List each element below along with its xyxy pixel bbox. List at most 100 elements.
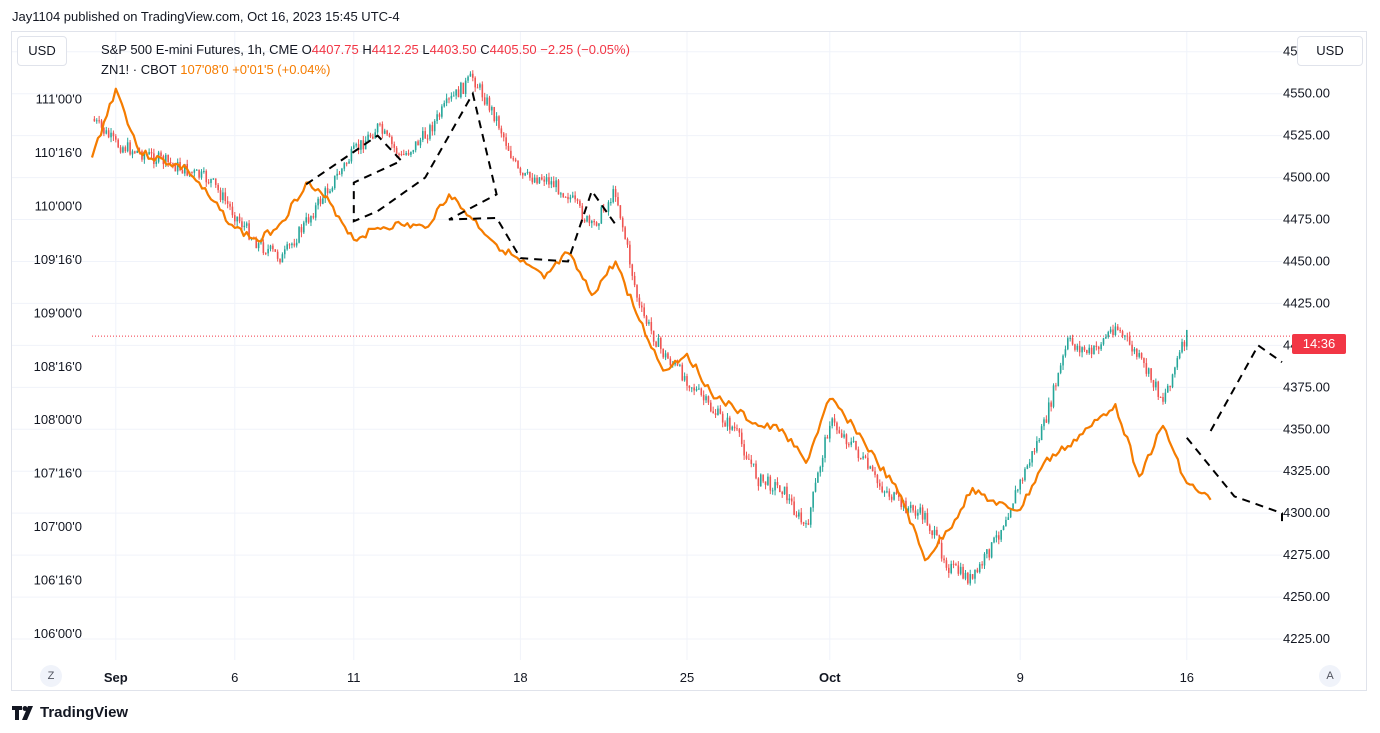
candle-body [1183,341,1186,347]
candle-body [864,456,867,458]
candle-body [153,153,155,165]
candle-body [886,491,888,493]
candle-body [650,322,653,331]
candle-body [974,569,976,579]
candle-body [986,549,988,554]
candle-body [781,492,783,495]
candle-body [333,175,336,189]
candle-body [1014,490,1017,504]
candle-body [136,150,139,153]
candle-body [619,205,622,219]
tradingview-logo-text: TradingView [40,704,129,721]
left-axis-tick-label: 109'00'0 [34,305,82,320]
candle-body [195,169,198,171]
candle-body [172,163,174,165]
candle-body [486,97,488,105]
candle-body [562,193,565,197]
right-axis-tick-label: 4525.00 [1283,128,1330,143]
candle-body [264,253,267,255]
main-series-legend[interactable]: S&P 500 E-mini Futures, 1h, CME O4407.75… [101,42,630,57]
left-axis-tick-label: 107'00'0 [34,519,82,534]
candle-body [238,216,241,222]
candle-body [176,162,179,172]
candle-body [636,285,638,298]
candle-body [843,434,845,438]
candle-body [395,147,398,154]
candle-body [976,569,979,573]
candle-body [1105,336,1107,339]
candle-body [1036,441,1038,452]
low-label: L [422,42,430,57]
candle-body [795,514,798,517]
candle-body [357,144,360,150]
candle-body [631,264,634,276]
candle-body [1102,338,1105,345]
candle-body [193,170,196,173]
candle-body [207,182,210,184]
candle-body [443,103,446,107]
candle-body [200,171,203,178]
candle-body [917,512,919,516]
candle-body [909,505,912,509]
candle-body [338,173,341,175]
candle-body [481,84,484,98]
right-axis-tick-label: 4275.00 [1283,547,1330,562]
candle-body [124,147,127,152]
candle-body [714,413,717,415]
candle-body [412,150,415,152]
candle-body [1100,344,1102,350]
left-currency-button[interactable]: USD [17,36,67,66]
candle-body [524,173,526,176]
candle-body [624,227,626,239]
left-axis-tick-label: 108'00'0 [34,412,82,427]
candle-body [1114,326,1117,335]
candle-body [786,486,788,501]
candle-body [1000,530,1002,540]
candle-body [514,159,517,161]
auto-scale-button[interactable]: A [1319,665,1341,687]
candle-body [393,144,396,148]
candle-body [633,275,636,286]
candle-body [710,402,712,412]
candle-body [184,164,186,174]
left-axis-tick-label: 106'00'0 [34,626,82,641]
candle-body [931,530,933,536]
candle-body [950,563,952,573]
candle-body [367,134,369,141]
candle-body [838,430,841,434]
low-value: 4403.50 [429,42,477,57]
candle-body [129,142,131,155]
candle-body [893,492,895,500]
candle-body [1047,402,1050,423]
right-axis-tick-label: 4550.00 [1283,86,1330,101]
candle-body [229,203,231,207]
candle-body [143,154,146,160]
candle-body [281,254,284,263]
candle-body [857,449,860,459]
candle-body [1107,332,1110,337]
candle-body [476,87,479,89]
candle-body [840,433,843,438]
candle-body [103,127,105,134]
candle-body [914,510,917,516]
candle-body [374,132,377,139]
candle-body [1012,503,1014,510]
right-currency-button[interactable]: USD [1297,36,1363,66]
projection-dashed-line [1186,437,1283,522]
candle-body [724,422,726,427]
candle-body [350,148,353,162]
candle-body [1109,329,1112,333]
candle-body [495,116,498,121]
time-zoom-button[interactable]: Z [40,665,62,687]
candle-body [410,151,412,155]
candle-body [1093,345,1095,355]
candle-body [131,151,134,155]
candle-body [669,358,672,366]
candle-body [574,195,576,200]
candle-body [731,426,734,430]
candle-body [224,192,227,202]
candle-body [921,507,924,520]
overlay-series-legend[interactable]: ZN1! · CBOT 107'08'0 +0'01'5 (+0.04%) [101,62,330,77]
candle-body [257,243,260,249]
